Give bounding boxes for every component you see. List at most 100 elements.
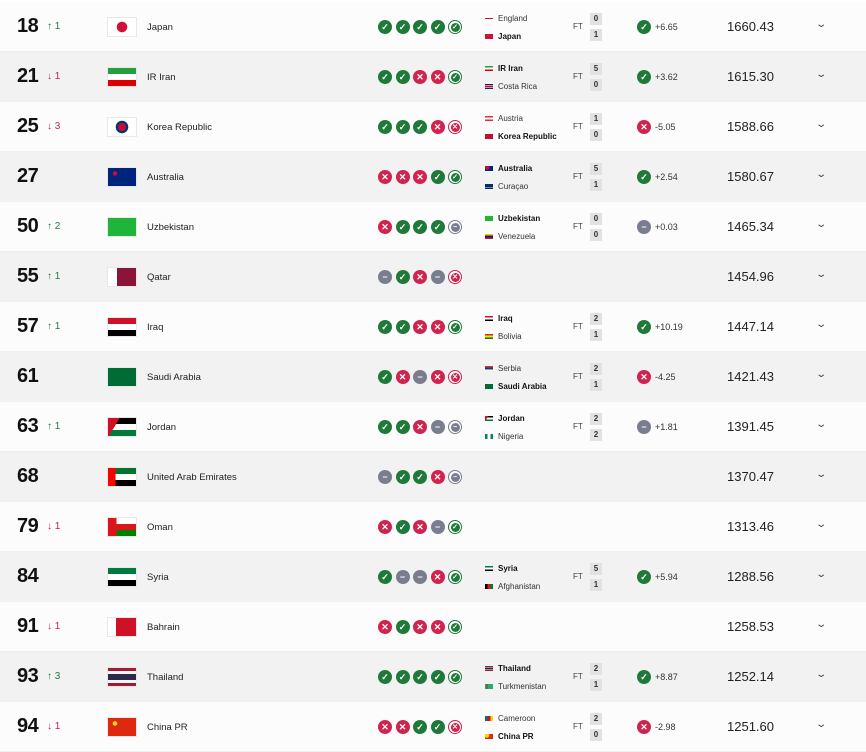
win-icon: ✓ xyxy=(413,670,427,684)
flag-cw xyxy=(485,184,493,189)
ranking-row[interactable]: 57 ↑ 1 Iraq ✓ ✓ ✕ ✕ ✓ Iraq Bolivia FT 2 1 ✓ +10.19 1447… xyxy=(0,302,866,352)
team-name[interactable]: Australia xyxy=(147,172,184,183)
total-points: 1465.34 xyxy=(727,219,774,234)
win-icon: ✓ xyxy=(637,70,651,84)
rank-change-up: ↑ 1 xyxy=(47,421,61,432)
flag-jp xyxy=(107,17,137,37)
flag-sy xyxy=(107,567,137,587)
rank-number: 27 xyxy=(17,165,39,187)
draw-icon: − xyxy=(430,520,445,534)
draw-icon: − xyxy=(413,570,427,584)
ranking-row[interactable]: 79 ↓ 1 Oman ✕ ✓ ✕ − ✓ 1313.46 ⌄ xyxy=(0,502,866,552)
draw-icon: − xyxy=(430,420,445,434)
win-icon: ✓ xyxy=(430,170,445,184)
team-name[interactable]: Qatar xyxy=(147,272,171,283)
chevron-down-icon[interactable]: ⌄ xyxy=(815,519,828,530)
chevron-down-icon[interactable]: ⌄ xyxy=(815,269,828,280)
ranking-row[interactable]: 61 Saudi Arabia ✓ ✕ − ✕ ✕ Serbia Saudi Arabia FT 2… xyxy=(0,352,866,402)
chevron-down-icon[interactable]: ⌄ xyxy=(815,119,828,130)
win-icon: ✓ xyxy=(448,170,462,184)
away-score: 1 xyxy=(590,379,602,391)
ranking-row[interactable]: 68 United Arab Emirates − ✓ ✓ ✕ −1370.47 ⌄ xyxy=(0,452,866,502)
match-team-away: Turkmenistan xyxy=(485,682,546,691)
team-name[interactable]: Thailand xyxy=(147,672,184,683)
win-icon: ✓ xyxy=(395,670,410,684)
ranking-row[interactable]: 91 ↓ 1 Bahrain ✕ ✓ ✕ ✕ ✓ 1258.53 ⌄ xyxy=(0,602,866,652)
team-name[interactable]: United Arab Emirates xyxy=(147,472,237,483)
recent-form: ✕ ✕ ✓ ✓ ✕ xyxy=(378,720,462,734)
win-icon: ✓ xyxy=(637,320,651,334)
team-name[interactable]: Oman xyxy=(147,522,173,533)
flag-au xyxy=(485,166,493,171)
team-name[interactable]: Iraq xyxy=(147,322,164,333)
win-icon: ✓ xyxy=(395,320,410,334)
team-name[interactable]: Korea Republic xyxy=(147,122,212,133)
team-name[interactable]: Jordan xyxy=(147,422,177,433)
chevron-down-icon[interactable]: ⌄ xyxy=(815,569,828,580)
team-name[interactable]: Syria xyxy=(147,572,169,583)
ranking-row[interactable]: 27 Australia ✕ ✕ ✕ ✓ ✓ Australia Curaçao FT 5 1 ✓ +2.… xyxy=(0,152,866,202)
win-icon: ✓ xyxy=(448,20,462,34)
rank-number: 61 xyxy=(17,365,39,387)
team-name[interactable]: IR Iran xyxy=(147,72,176,83)
total-points: 1454.96 xyxy=(727,269,774,284)
loss-icon: ✕ xyxy=(378,220,392,234)
home-score: 5 xyxy=(590,563,602,575)
match-status: FT xyxy=(573,672,583,681)
total-points: 1288.56 xyxy=(727,569,774,584)
chevron-down-icon[interactable]: ⌄ xyxy=(815,169,828,180)
recent-form: ✓ − − ✕ ✓ xyxy=(378,570,462,584)
team-name[interactable]: Saudi Arabia xyxy=(147,372,201,383)
away-team-name: Afghanistan xyxy=(498,582,541,591)
loss-icon: ✕ xyxy=(413,70,427,84)
chevron-down-icon[interactable]: ⌄ xyxy=(815,219,828,230)
flag-uz xyxy=(107,217,137,237)
win-icon: ✓ xyxy=(378,320,392,334)
ranking-row[interactable]: 21 ↓ 1 IR Iran ✓ ✓ ✕ ✕ ✓ IR Iran Costa Rica FT 5 0 ✓ +… xyxy=(0,52,866,102)
match-team-away: Japan xyxy=(485,32,521,41)
chevron-down-icon[interactable]: ⌄ xyxy=(815,19,828,30)
team-name[interactable]: China PR xyxy=(147,722,188,733)
match-team-away: Venezuela xyxy=(485,232,535,241)
flag-ir xyxy=(107,67,137,87)
team-name[interactable]: Uzbekistan xyxy=(147,222,194,233)
team-name[interactable]: Japan xyxy=(147,22,173,33)
chevron-down-icon[interactable]: ⌄ xyxy=(815,469,828,480)
chevron-down-icon[interactable]: ⌄ xyxy=(815,69,828,80)
ranking-row[interactable]: 94 ↓ 1 China PR ✕ ✕ ✓ ✓ ✕ Cameroon China PR FT 2 0 ✕ -… xyxy=(0,702,866,752)
match-status: FT xyxy=(573,372,583,381)
flag-at xyxy=(485,116,493,121)
points-change: +6.65 xyxy=(655,22,678,32)
ranking-row[interactable]: 55 ↑ 1 Qatar − ✓ ✕ − ✕ 1454.96 ⌄ xyxy=(0,252,866,302)
match-status: FT xyxy=(573,72,583,81)
chevron-down-icon[interactable]: ⌄ xyxy=(815,419,828,430)
flag-iq xyxy=(107,317,137,337)
flag-rs xyxy=(485,366,493,371)
win-icon: ✓ xyxy=(413,20,427,34)
ranking-row[interactable]: 50 ↑ 2 Uzbekistan ✕ ✓ ✓ ✓ − Uzbekistan Venezuela F… xyxy=(0,202,866,252)
ranking-row[interactable]: 84 Syria ✓ − − ✕ ✓ Syria Afghanistan FT 5 1 ✓ +5.94 12… xyxy=(0,552,866,602)
rank-change-up: ↑ 1 xyxy=(47,21,61,32)
loss-icon: ✕ xyxy=(378,620,392,634)
ranking-row[interactable]: 63 ↑ 1 Jordan ✓ ✓ ✕ − − Jordan Nigeria FT 2 2− +1.81 1… xyxy=(0,402,866,452)
chevron-down-icon[interactable]: ⌄ xyxy=(815,369,828,380)
chevron-down-icon[interactable]: ⌄ xyxy=(815,669,828,680)
draw-icon: − xyxy=(378,470,392,484)
win-icon: ✓ xyxy=(395,120,410,134)
chevron-down-icon[interactable]: ⌄ xyxy=(815,619,828,630)
away-score: 1 xyxy=(590,179,602,191)
ranking-row[interactable]: 25 ↓ 3 Korea Republic ✓ ✓ ✓ ✕ ✕ Austria Korea Rep… xyxy=(0,102,866,152)
rank-change-down: ↓ 1 xyxy=(47,521,61,532)
flag-kr xyxy=(485,134,493,139)
ranking-row[interactable]: 18 ↑ 1 Japan ✓ ✓ ✓ ✓ ✓ England Japan FT 0 1 ✓ +6.65 166… xyxy=(0,2,866,52)
rank-number: 57 xyxy=(17,315,39,337)
team-name[interactable]: Bahrain xyxy=(147,622,180,633)
chevron-down-icon[interactable]: ⌄ xyxy=(815,319,828,330)
chevron-down-icon[interactable]: ⌄ xyxy=(815,719,828,730)
match-status: FT xyxy=(573,172,583,181)
rank-change-down: ↓ 3 xyxy=(47,121,61,132)
away-team-name: Japan xyxy=(498,32,522,41)
ranking-row[interactable]: 93 ↑ 3 Thailand ✓ ✓ ✓ ✓ ✓ Thailand Turkmenistan FT… xyxy=(0,652,866,702)
rank-change-down: ↓ 1 xyxy=(47,621,61,632)
win-icon: ✓ xyxy=(378,20,392,34)
